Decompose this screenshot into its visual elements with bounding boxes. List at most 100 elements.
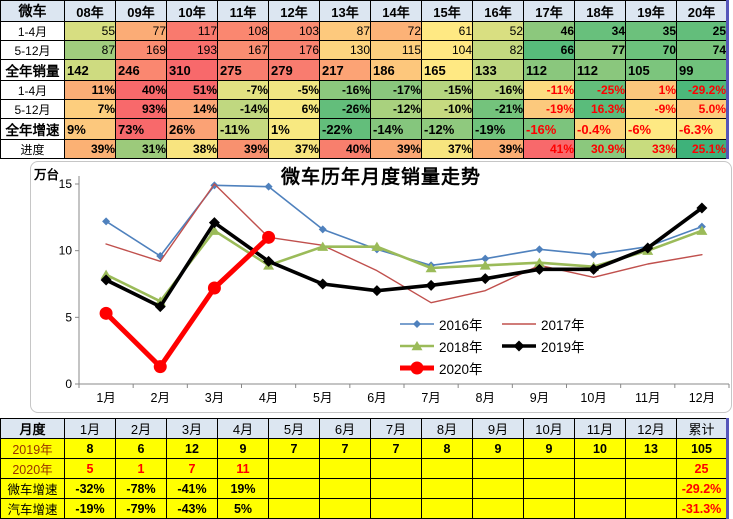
data-cell: [523, 458, 575, 479]
data-cell: 73%: [115, 118, 167, 140]
year-header: 19年: [625, 0, 677, 22]
year-header: 09年: [115, 0, 167, 22]
data-cell: [268, 458, 320, 479]
data-cell: 40%: [115, 80, 167, 100]
data-cell: 186: [370, 59, 422, 81]
data-cell: 26%: [166, 118, 218, 140]
data-cell: 46: [523, 21, 575, 41]
data-cell: [370, 458, 422, 479]
data-cell: -5%: [268, 80, 320, 100]
data-point-marker: [154, 301, 166, 313]
monthly-trend-chart: 0 5 10 15 1月 2月 3月 4月 5月 6月 7月 8月 9月 10月 11月 12月 微车历年月度…: [30, 161, 732, 413]
data-cell: [472, 478, 524, 499]
data-cell: -19%: [64, 498, 116, 519]
legend-entry-2017年: 2017年: [501, 313, 619, 334]
data-point-marker: [207, 281, 221, 295]
data-cell: -43%: [166, 498, 218, 519]
data-cell: 117: [166, 21, 218, 41]
series-line-2019年: [104, 206, 704, 309]
data-cell: 105: [676, 438, 728, 459]
data-cell: [625, 478, 677, 499]
legend-swatch: [400, 361, 434, 374]
data-point-marker: [100, 274, 112, 286]
series-line-2017年: [105, 183, 703, 304]
data-cell: 70: [625, 40, 677, 60]
data-cell: [268, 498, 320, 519]
data-cell: [319, 478, 371, 499]
data-point-marker: [318, 225, 327, 234]
table-corner-label: 月度: [0, 418, 65, 439]
year-header: 16年: [472, 0, 524, 22]
data-cell: 39%: [64, 139, 116, 159]
data-cell: -29.2%: [676, 80, 728, 100]
data-cell: 93%: [115, 99, 167, 119]
data-cell: [319, 458, 371, 479]
data-cell: -25%: [574, 80, 626, 100]
year-header: 15年: [421, 0, 473, 22]
data-point-marker: [533, 257, 545, 267]
month-header: 11月: [574, 418, 626, 439]
data-cell: 8: [64, 438, 116, 459]
row-label: 汽车增速: [0, 498, 65, 519]
legend-entry-2018年: 2018年: [399, 335, 501, 356]
data-cell: 37%: [268, 139, 320, 159]
month-header: 10月: [523, 418, 575, 439]
year-header: 14年: [370, 0, 422, 22]
data-cell: -0.4%: [574, 118, 626, 140]
month-header: 累计: [676, 418, 728, 439]
data-point-marker: [264, 182, 273, 191]
data-cell: 30.9%: [574, 139, 626, 159]
data-cell: [523, 498, 575, 519]
legend-marker: [413, 319, 421, 328]
data-cell: [574, 458, 626, 479]
legend-label: 2016年: [439, 317, 483, 333]
data-point-marker: [371, 285, 383, 297]
data-cell: -29.2%: [676, 478, 728, 499]
legend-swatch: [502, 340, 536, 351]
legend-label: 2020年: [439, 361, 483, 377]
data-cell: -21%: [472, 99, 524, 119]
data-point-marker: [425, 279, 437, 291]
data-cell: [370, 478, 422, 499]
x-tick-label: 5月: [313, 391, 332, 405]
data-point-marker: [481, 254, 490, 263]
data-cell: -11%: [217, 118, 269, 140]
legend-marker: [410, 361, 424, 374]
data-cell: 38%: [166, 139, 218, 159]
data-point-marker: [425, 263, 437, 273]
month-header: 4月: [217, 418, 269, 439]
legend-swatch: [400, 319, 434, 328]
y-tick-label: 15: [59, 177, 73, 191]
data-cell: 133: [472, 59, 524, 81]
data-cell: 77: [574, 40, 626, 60]
data-cell: [421, 478, 473, 499]
data-cell: [625, 498, 677, 519]
data-cell: [319, 498, 371, 519]
chart-title: 微车历年月度销量走势: [280, 167, 481, 188]
data-cell: 52: [472, 21, 524, 41]
data-cell: 7: [370, 438, 422, 459]
data-cell: -19%: [472, 118, 524, 140]
month-header: 5月: [268, 418, 320, 439]
year-header: 11年: [217, 0, 269, 22]
year-header: 17年: [523, 0, 575, 22]
data-point-marker: [208, 217, 220, 229]
data-cell: 5.0%: [676, 99, 728, 119]
data-cell: 55: [64, 21, 116, 41]
data-cell: 74: [676, 40, 728, 60]
data-cell: 5%: [217, 498, 269, 519]
data-cell: -17%: [370, 80, 422, 100]
x-tick-label: 7月: [421, 391, 440, 405]
data-point-marker: [371, 241, 383, 251]
data-cell: 31%: [115, 139, 167, 159]
y-axis-unit-label: 万台: [34, 168, 60, 182]
data-point-marker: [99, 306, 113, 320]
data-point-marker: [533, 263, 545, 275]
data-cell: -16%: [319, 80, 371, 100]
legend-marker: [513, 340, 525, 351]
data-cell: [523, 478, 575, 499]
x-tick-label: 12月: [689, 391, 715, 405]
data-cell: 169: [115, 40, 167, 60]
data-cell: 103: [268, 21, 320, 41]
data-cell: 13: [625, 438, 677, 459]
